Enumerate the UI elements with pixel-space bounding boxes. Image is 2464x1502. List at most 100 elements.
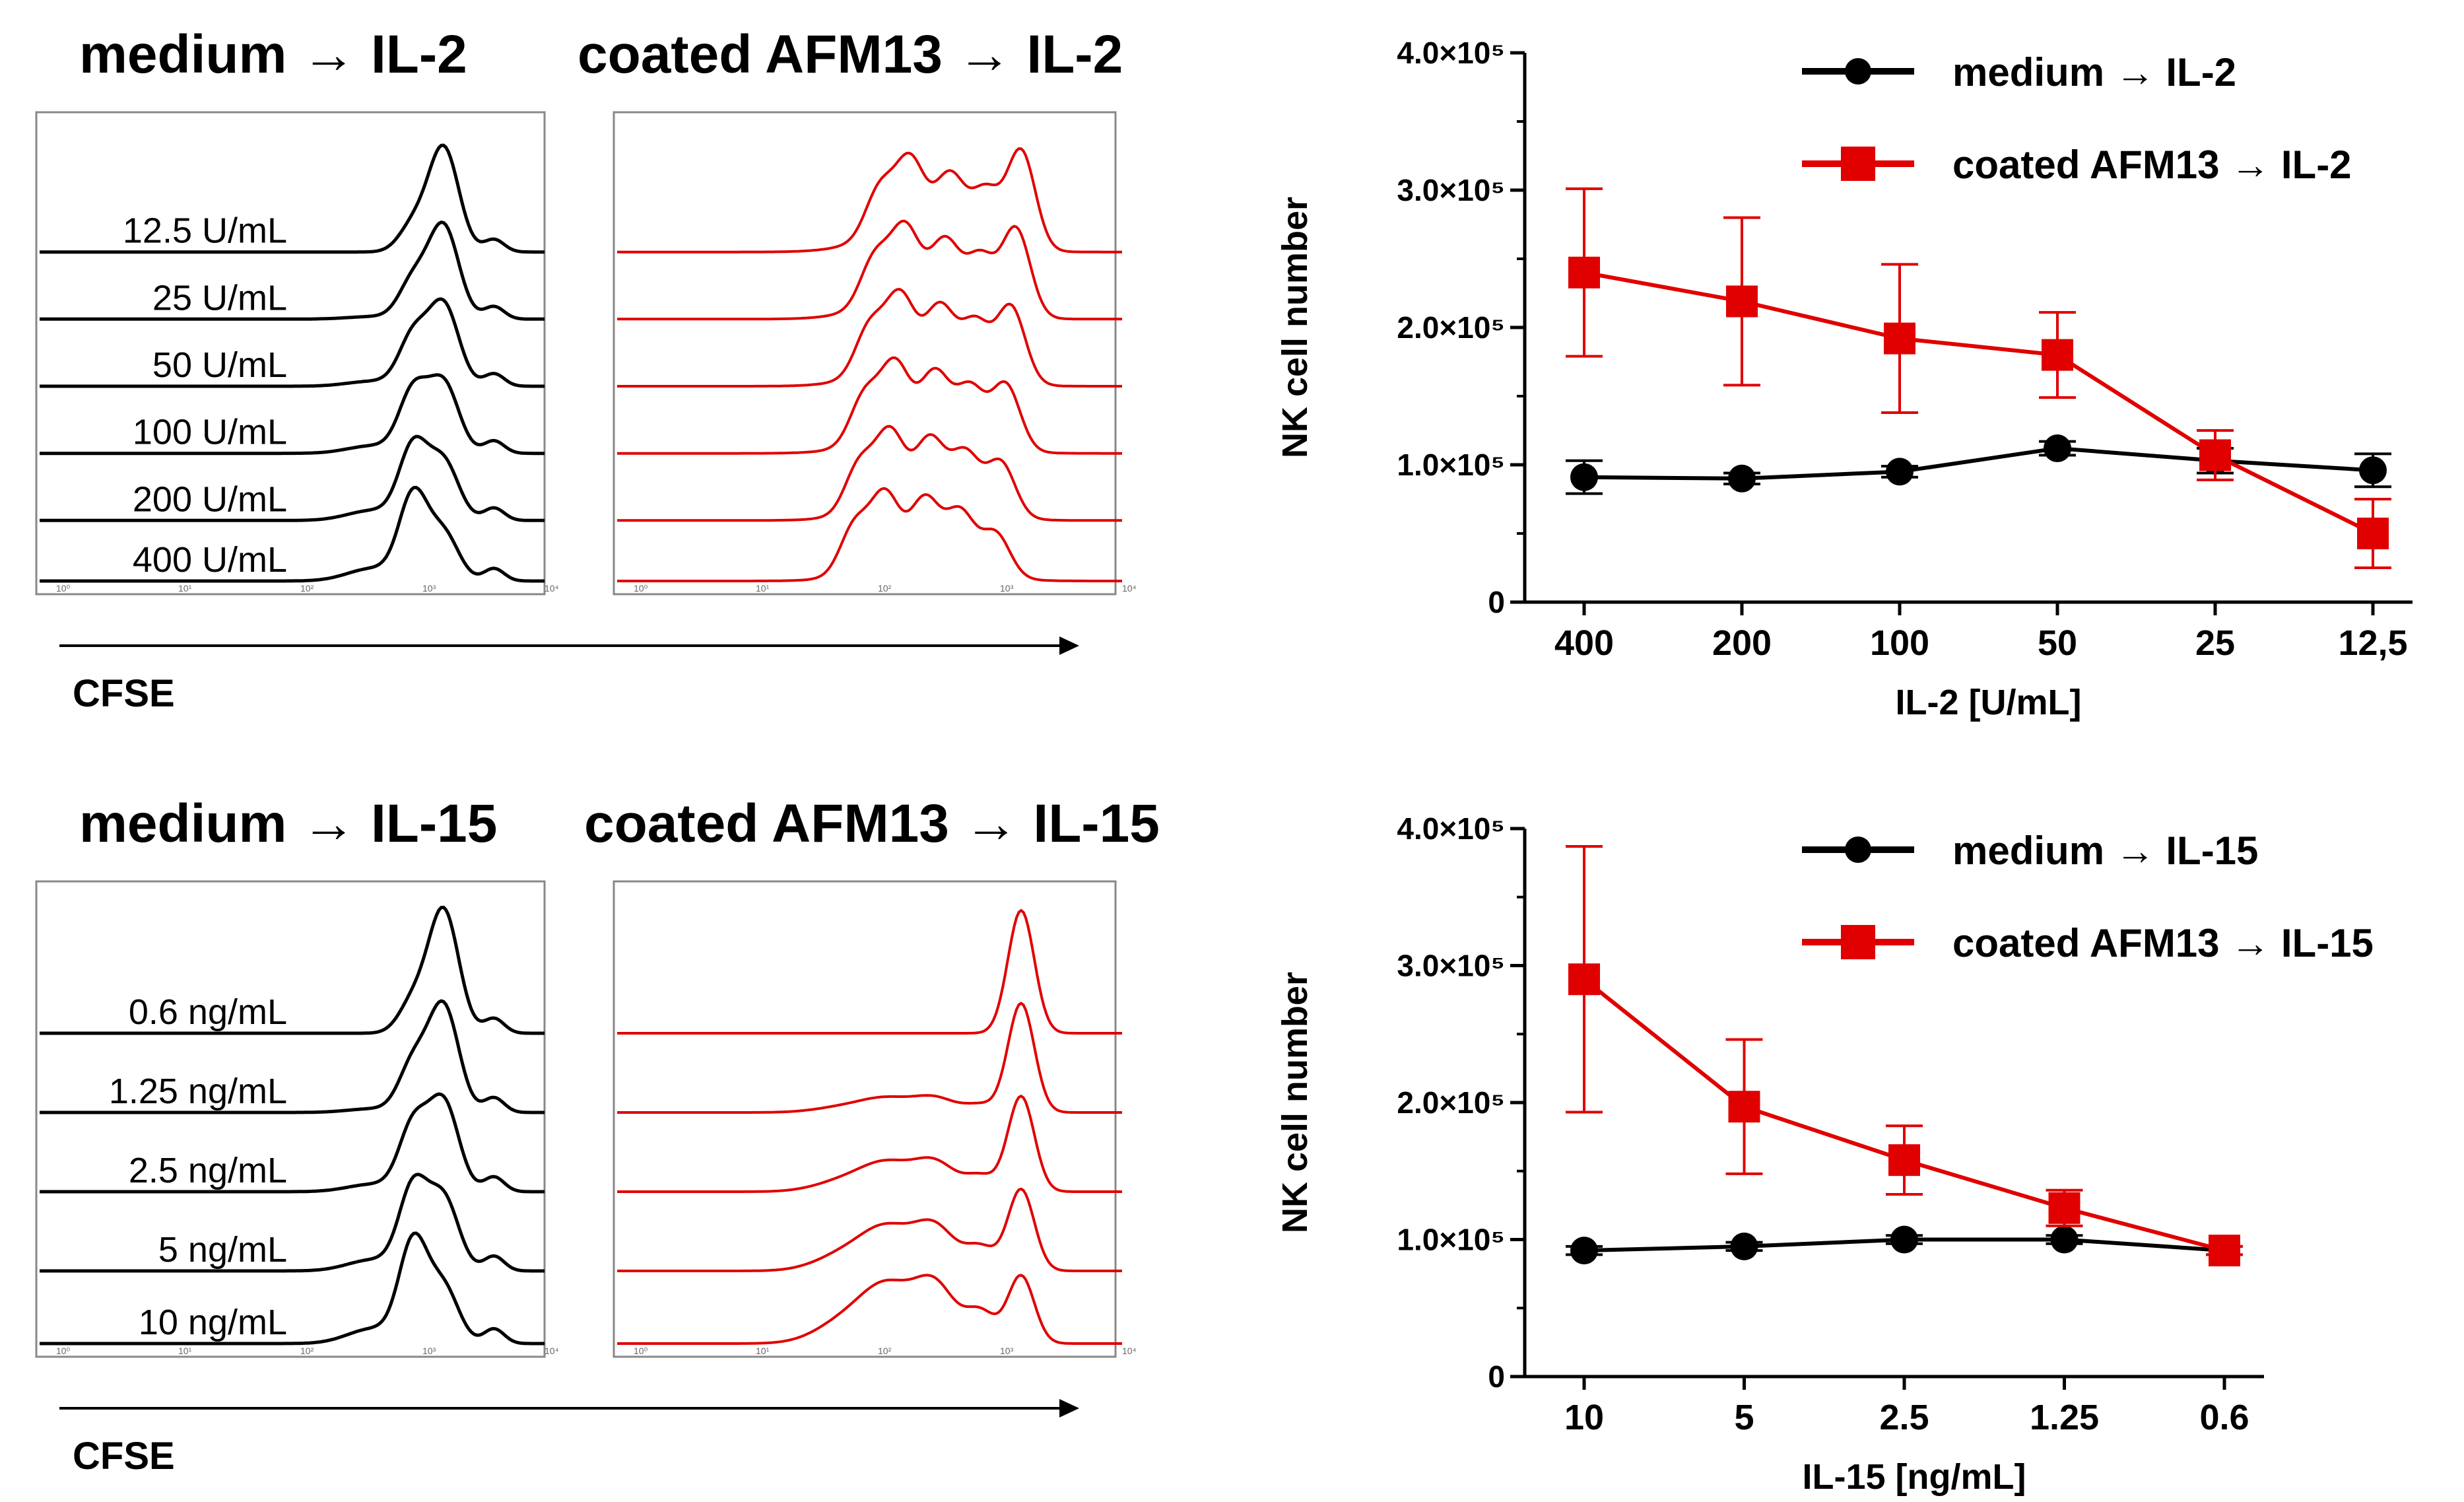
data-point-square — [2042, 339, 2073, 371]
histogram-trace-medium — [40, 1231, 545, 1346]
hist-tick-label: 10² — [300, 1346, 314, 1356]
x-axis-label: IL-15 [ng/mL] — [1803, 1457, 2026, 1497]
histogram-trace-afm13 — [617, 908, 1122, 1035]
hist-tick-label: 10³ — [422, 583, 436, 594]
x-tick-label: 12,5 — [2338, 623, 2407, 663]
data-point-circle — [1886, 458, 1914, 486]
series-line-afm13 — [1583, 270, 2374, 535]
hist-frame-right — [613, 111, 1117, 596]
data-point-square — [1888, 1144, 1920, 1177]
x-tick-label: 50 — [2038, 623, 2077, 663]
histogram-trace-afm13 — [617, 487, 1122, 582]
x-tick-label: 100 — [1870, 623, 1929, 663]
concentration-label: 12.5 U/mL — [123, 211, 287, 251]
y-tick-label: 3.0×10⁵ — [1397, 949, 1505, 983]
hist-tick-label: 10¹ — [178, 1346, 192, 1356]
x-tick-label: 25 — [2195, 623, 2235, 663]
data-point-square — [2199, 439, 2231, 471]
data-point-square — [1728, 1091, 1760, 1123]
hist-tick-label: 10² — [878, 583, 892, 594]
y-tick-label: 0 — [1488, 585, 1505, 619]
x-tick-label: 1.25 — [2030, 1398, 2099, 1437]
histogram-trace-medium — [40, 999, 545, 1114]
histogram-trace-medium — [40, 905, 545, 1035]
hist-tick-label: 10⁰ — [56, 1346, 71, 1356]
histogram-trace-medium — [40, 1092, 545, 1194]
concentration-label: 2.5 ng/mL — [129, 1151, 287, 1190]
histogram-trace-medium — [40, 220, 545, 321]
cfse-axis-label: CFSE — [73, 1435, 175, 1478]
concentration-label: 200 U/mL — [133, 479, 287, 519]
data-point-square — [1568, 963, 1600, 996]
x-tick-label: 2.5 — [1879, 1398, 1929, 1437]
concentration-label: 400 U/mL — [133, 540, 287, 580]
data-point-circle — [1730, 1232, 1758, 1260]
y-tick-label: 1.0×10⁵ — [1397, 448, 1505, 482]
data-point-circle — [2050, 1225, 2079, 1254]
x-tick-label: 400 — [1554, 623, 1614, 663]
y-tick-label: 0 — [1488, 1359, 1505, 1394]
concentration-label: 10 ng/mL — [139, 1303, 287, 1342]
hist-tick-label: 10² — [878, 1346, 892, 1356]
legend-label: coated AFM13 → IL-15 — [1952, 921, 2374, 965]
x-tick-label: 10 — [1564, 1398, 1604, 1437]
concentration-label: 50 U/mL — [152, 345, 287, 385]
y-tick-label: 4.0×10⁵ — [1397, 36, 1505, 70]
y-axis-label: NK cell number — [1275, 972, 1315, 1233]
y-tick-label: 1.0×10⁵ — [1397, 1223, 1505, 1257]
legend-label: medium → IL-2 — [1952, 50, 2236, 94]
data-point-square — [2048, 1192, 2081, 1224]
legend-marker-circle — [1845, 836, 1871, 863]
histogram-trace-afm13 — [617, 425, 1122, 522]
cfse-arrow-head — [1059, 636, 1079, 655]
data-point-square — [1568, 256, 1600, 289]
histogram-trace-afm13 — [617, 219, 1122, 321]
data-point-circle — [1570, 463, 1598, 491]
data-point-square — [1726, 285, 1758, 318]
hist-tick-label: 10¹ — [756, 1346, 770, 1356]
hist-right-title: coated AFM13 → IL-2 — [578, 24, 1123, 85]
histogram-trace-medium — [40, 143, 545, 254]
hist-left-title: medium → IL-2 — [79, 24, 467, 85]
legend-marker-square — [1841, 925, 1875, 959]
data-point-circle — [1728, 464, 1756, 493]
hist-tick-label: 10⁴ — [1122, 583, 1137, 594]
hist-frame-left — [35, 111, 546, 596]
legend-label: medium → IL-15 — [1952, 829, 2258, 873]
series-line-afm13 — [1583, 977, 2225, 1252]
y-axis-label: NK cell number — [1275, 197, 1315, 458]
concentration-label: 100 U/mL — [133, 413, 287, 452]
data-point-circle — [1890, 1225, 1918, 1254]
x-tick-label: 0.6 — [2199, 1398, 2249, 1437]
x-axis-label: IL-2 [U/mL] — [1896, 683, 2082, 722]
y-tick-label: 3.0×10⁵ — [1397, 173, 1505, 207]
histogram-trace-afm13 — [617, 147, 1122, 254]
hist-tick-label: 10¹ — [178, 583, 192, 594]
series-line-medium — [1583, 446, 2374, 481]
concentration-label: 5 ng/mL — [158, 1230, 287, 1270]
y-tick-label: 2.0×10⁵ — [1397, 1085, 1505, 1120]
data-point-circle — [1570, 1237, 1598, 1265]
hist-tick-label: 10⁴ — [545, 583, 559, 594]
data-point-square — [2209, 1235, 2240, 1267]
concentration-label: 25 U/mL — [152, 278, 287, 318]
histogram-trace-medium — [40, 485, 545, 583]
histogram-trace-afm13 — [617, 1187, 1122, 1272]
histogram-trace-afm13 — [617, 288, 1122, 388]
hist-tick-label: 10¹ — [756, 583, 770, 594]
legend-marker-square — [1841, 147, 1875, 181]
histogram-trace-medium — [40, 297, 545, 388]
hist-tick-label: 10³ — [1000, 583, 1014, 594]
cfse-arrow-head — [1059, 1399, 1079, 1417]
data-point-circle — [2044, 434, 2071, 463]
histogram-trace-afm13 — [617, 356, 1122, 455]
histogram-trace-medium — [40, 373, 545, 456]
x-tick-label: 200 — [1712, 623, 1772, 663]
concentration-label: 1.25 ng/mL — [109, 1072, 287, 1111]
data-point-square — [2357, 518, 2389, 549]
hist-tick-label: 10⁰ — [634, 583, 648, 594]
hist-tick-label: 10³ — [1000, 1346, 1014, 1356]
hist-tick-label: 10⁴ — [545, 1346, 559, 1356]
y-tick-label: 2.0×10⁵ — [1397, 310, 1505, 345]
